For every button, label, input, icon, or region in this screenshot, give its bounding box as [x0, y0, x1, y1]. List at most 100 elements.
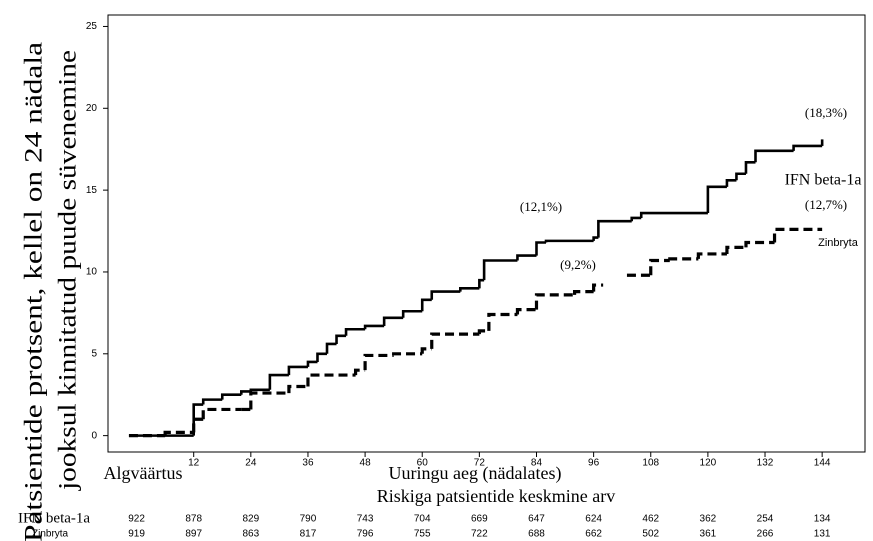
x-tick-label: 60	[417, 458, 429, 469]
annotation: (18,3%)	[805, 105, 847, 120]
step-segment	[363, 324, 385, 330]
risk-value: 919	[128, 529, 145, 540]
y-tick-label: 25	[86, 21, 98, 32]
step-segment	[392, 352, 423, 356]
step-segment	[306, 360, 318, 367]
step-segment	[420, 298, 432, 312]
step-segment	[649, 258, 670, 276]
step-segment	[516, 254, 537, 261]
risk-value: 863	[242, 529, 259, 540]
risk-value: 669	[471, 514, 488, 525]
risk-value: 502	[642, 529, 659, 540]
step-segment	[668, 257, 699, 261]
y-tick-label: 10	[86, 267, 98, 278]
annotation: (12,7%)	[805, 197, 847, 212]
risk-value: 829	[242, 514, 259, 525]
x-tick-label: 132	[757, 458, 774, 469]
plot-frame	[107, 14, 866, 453]
risk-value: 134	[814, 514, 831, 525]
step-segment	[482, 259, 518, 281]
x-tick-label: 120	[700, 458, 717, 469]
step-segment	[306, 373, 356, 387]
x-tick-label: 72	[474, 458, 486, 469]
step-segment	[478, 278, 485, 289]
step-segment	[430, 290, 461, 300]
step-segment	[477, 329, 489, 335]
y-tick-label: 5	[91, 348, 97, 359]
step-segment	[696, 252, 727, 259]
step-segment	[534, 293, 575, 310]
x-tick-label: 12	[188, 458, 200, 469]
x-tick-label: 96	[588, 458, 600, 469]
risk-value: 796	[357, 529, 374, 540]
step-segment	[735, 172, 746, 181]
risk-value: 624	[585, 514, 602, 525]
step-segment	[630, 216, 642, 222]
step-segment	[544, 239, 594, 243]
step-segment	[201, 398, 223, 405]
risk-value: 647	[528, 514, 545, 525]
step-segment	[268, 373, 289, 390]
risk-value: 817	[300, 529, 317, 540]
step-segment	[287, 384, 308, 394]
step-segment	[325, 342, 337, 354]
risk-row-label: Zinbryta	[32, 529, 69, 540]
step-segment	[344, 327, 366, 336]
step-segment	[592, 236, 599, 241]
step-segment	[249, 391, 289, 410]
step-segment	[430, 332, 480, 349]
step-segment	[572, 290, 594, 295]
step-segment	[163, 430, 194, 436]
y-tick-label: 20	[86, 103, 98, 114]
step-segment	[249, 388, 270, 392]
x-tick-label: 84	[531, 458, 543, 469]
series-label: Zinbryta	[818, 237, 859, 249]
step-segment	[220, 393, 242, 400]
risk-row-label: IFN beta-1a	[18, 510, 90, 526]
annotation: (12,1%)	[520, 199, 562, 214]
risk-value: 254	[757, 514, 774, 525]
step-segment	[353, 368, 366, 376]
step-segment	[772, 227, 823, 243]
baseline-label: Algväärtus	[104, 463, 183, 483]
step-segment	[382, 316, 404, 326]
risk-table-title: Riskiga patsientide keskmine arv	[377, 486, 615, 506]
step-segment	[639, 211, 708, 218]
series-label: IFN beta-1a	[785, 172, 862, 189]
step-segment	[792, 144, 823, 151]
risk-value: 361	[700, 529, 717, 540]
step-segment	[725, 179, 737, 187]
step-segment	[363, 353, 394, 371]
risk-value: 131	[814, 529, 831, 540]
step-segment	[597, 219, 632, 238]
step-segment	[487, 312, 518, 331]
step-segment	[706, 185, 727, 214]
step-segment	[287, 365, 308, 376]
x-tick-label: 144	[814, 458, 831, 469]
x-tick-label: 48	[360, 458, 372, 469]
y-tick-label: 0	[91, 430, 97, 441]
risk-value: 922	[128, 514, 145, 525]
annotation: (9,2%)	[560, 257, 596, 272]
step-segment	[335, 334, 347, 344]
risk-value: 878	[185, 514, 202, 525]
risk-value: 662	[585, 529, 602, 540]
step-segment	[316, 352, 328, 362]
risk-value: 688	[528, 529, 545, 540]
x-tick-label: 24	[245, 458, 257, 469]
step-segment	[420, 347, 432, 354]
step-segment	[459, 287, 480, 292]
risk-value: 755	[414, 529, 431, 540]
step-segment	[725, 245, 746, 254]
risk-value: 722	[471, 529, 488, 540]
x-axis-title: Uuringu aeg (nädalates)	[389, 463, 562, 484]
step-segment	[744, 240, 775, 248]
step-segment	[754, 149, 794, 163]
risk-value: 743	[357, 514, 374, 525]
step-segment	[515, 308, 537, 315]
y-axis-title: jooksul kinnitatud puude süvenemine	[55, 50, 82, 491]
step-segment	[744, 161, 756, 174]
x-tick-label: 108	[642, 458, 659, 469]
risk-value: 362	[700, 514, 717, 525]
